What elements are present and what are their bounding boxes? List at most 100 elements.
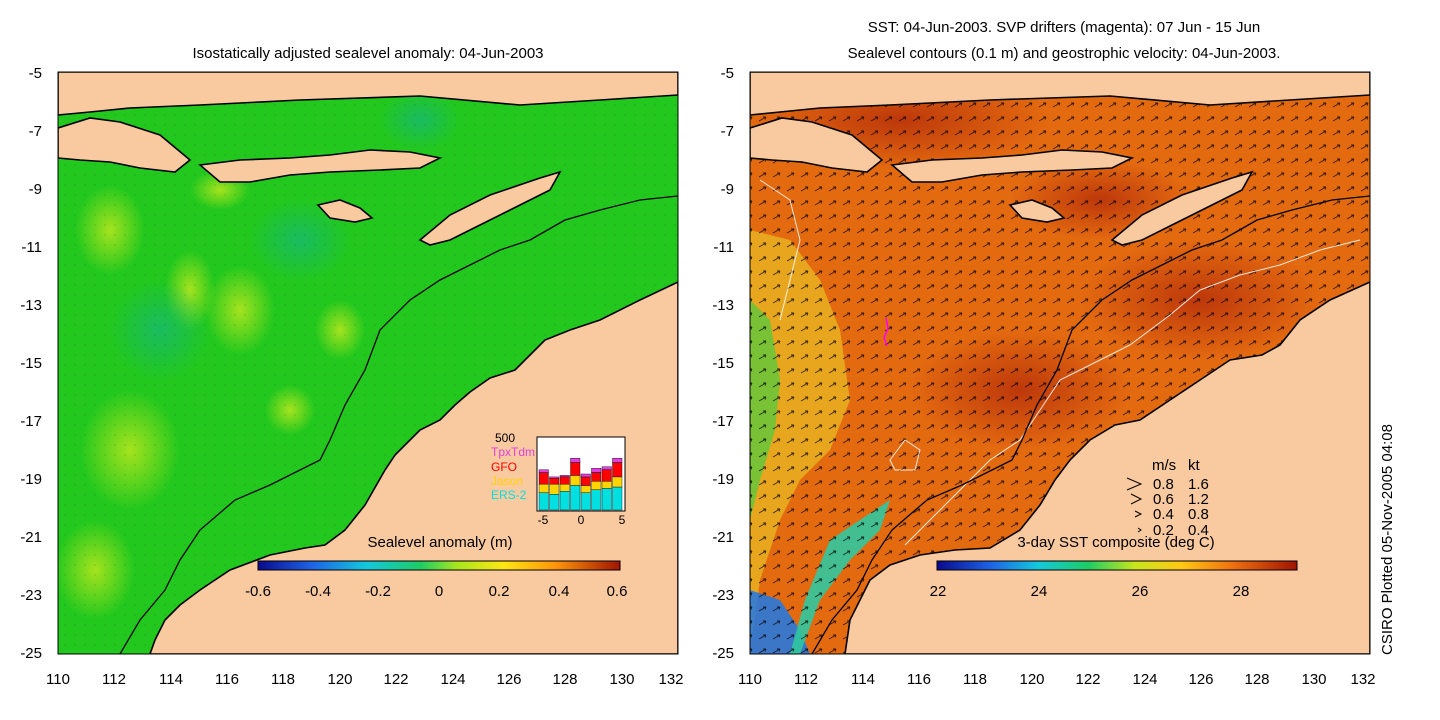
colorbar-tick: 26 [1132, 583, 1149, 600]
histogram-bar-tpx [612, 458, 623, 463]
histogram-bar-ers2 [591, 489, 602, 511]
sla-colorbar: Sealevel anomaly (m) -0.6 -0.4 -0.2 0 0.… [245, 534, 627, 600]
histogram-bar-ers2 [570, 485, 581, 511]
histogram-bar-ers2 [601, 488, 612, 511]
histogram-bar-jason [580, 485, 591, 493]
x-tick-label: 112 [794, 671, 818, 688]
x-tick-label: 116 [215, 671, 239, 688]
shelf-contour [811, 195, 1370, 654]
sst-colorbar-bar [936, 560, 1298, 571]
x-tick-label: 124 [440, 671, 465, 688]
velocity-legend-ms: 0.6 [1153, 491, 1174, 508]
northern-land [750, 72, 1370, 116]
y-tick-label: -7 [29, 123, 42, 140]
y-tick-label: -15 [20, 355, 42, 372]
velocity-legend-kt: 1.2 [1188, 491, 1209, 508]
velocity-legend-ms: 0.2 [1153, 522, 1174, 539]
y-tick-label: -21 [712, 529, 734, 546]
timor-island [1110, 170, 1254, 246]
left-y-axis: -5 -7 -9 -11 -13 -15 -17 -19 -21 -23 -25 [20, 65, 42, 662]
x-tick-label: 128 [1244, 671, 1269, 688]
x-tick-label: 132 [658, 671, 683, 688]
y-tick-label: -19 [712, 471, 734, 488]
x-tick-label: 118 [963, 671, 987, 688]
histogram-x-tick: -5 [538, 513, 549, 527]
y-tick-label: -9 [721, 181, 734, 198]
histogram-bar-ers2 [549, 494, 560, 511]
histogram-bar-gfo [580, 476, 591, 486]
y-tick-label: -17 [712, 413, 734, 430]
y-tick-label: -5 [29, 65, 42, 82]
lombok-sumbawa-island [750, 117, 884, 173]
svp-drifter-track [883, 317, 889, 347]
y-tick-label: -25 [712, 645, 734, 662]
colorbar-tick: 0.4 [549, 583, 570, 600]
histogram-bars [538, 458, 623, 511]
velocity-arrow-icon [1134, 510, 1143, 518]
right-y-axis: -5 -7 -9 -11 -13 -15 -17 -19 -21 -23 -25 [712, 65, 734, 662]
histogram-bar-tpx [559, 475, 570, 477]
y-tick-label: -11 [713, 239, 734, 256]
histogram-bar-tpx [580, 473, 591, 478]
x-tick-label: 116 [907, 671, 931, 688]
right-map [750, 72, 1370, 654]
right-panel: SST: 04-Jun-2003. SVP drifters (magenta)… [712, 19, 1375, 688]
flores-island [890, 149, 1135, 183]
y-tick-label: -17 [20, 413, 42, 430]
velocity-legend-header-kt: kt [1188, 457, 1201, 474]
x-tick-label: 128 [552, 671, 577, 688]
histogram-bar-jason [538, 483, 549, 493]
histogram-bar-tpx [601, 466, 612, 470]
histogram-x-tick: 5 [619, 513, 626, 527]
velocity-legend-kt: 1.6 [1188, 476, 1209, 493]
histogram-bar-gfo [612, 462, 623, 478]
sealevel-contour [759, 179, 801, 321]
x-tick-label: 122 [1075, 671, 1100, 688]
y-tick-label: -7 [721, 123, 734, 140]
velocity-legend-ms: 0.4 [1153, 506, 1174, 523]
histogram-bar-tpx [549, 476, 560, 479]
colorbar-tick: -0.4 [305, 583, 331, 600]
sst-colorbar: 3-day SST composite (deg C) 22 24 26 28 [930, 534, 1298, 600]
velocity-legend-ms: 0.8 [1153, 476, 1174, 493]
x-tick-label: 122 [383, 671, 408, 688]
x-tick-label: 112 [102, 671, 126, 688]
y-tick-label: -13 [712, 297, 734, 314]
histogram-legend-jason: Jason [491, 474, 523, 488]
histogram-bar-ers2 [612, 486, 623, 511]
plot-credit: CSIRO Plotted 05-Nov-2005 04:08 [1379, 424, 1396, 655]
right-x-axis: 110 112 114 116 118 120 122 124 126 128 … [738, 671, 1375, 688]
left-map [58, 72, 678, 654]
shelf-contour [119, 195, 678, 654]
x-tick-label: 130 [609, 671, 634, 688]
histogram-bar-jason [549, 483, 560, 495]
x-tick-label: 132 [1350, 671, 1375, 688]
x-tick-label: 110 [738, 671, 762, 688]
histogram-x-tick: 0 [578, 513, 585, 527]
histogram-max-label: 500 [495, 431, 515, 445]
altimeter-histogram: 500 TpxTdm GFO Jason ERS-2 -5 0 5 [491, 431, 626, 527]
left-map-frame [57, 71, 679, 655]
velocity-arrow-icon [1126, 477, 1143, 491]
histogram-bar-ers2 [538, 492, 549, 511]
y-tick-label: -21 [20, 529, 42, 546]
x-tick-label: 120 [327, 671, 352, 688]
colorbar-tick: 0.2 [489, 583, 510, 600]
lombok-sumbawa-island [58, 117, 192, 173]
x-tick-label: 110 [46, 671, 70, 688]
y-tick-label: -15 [712, 355, 734, 372]
right-map-frame [749, 71, 1371, 655]
colorbar-tick: -0.2 [365, 583, 391, 600]
y-tick-label: -13 [20, 297, 42, 314]
sealevel-contour [889, 439, 921, 471]
sealevel-contour [904, 239, 1361, 546]
histogram-bar-jason [559, 483, 570, 492]
x-tick-label: 126 [496, 671, 521, 688]
colorbar-tick: 22 [930, 583, 947, 600]
colorbar-tick: 0 [435, 583, 443, 600]
histogram-bar-tpx [591, 468, 602, 473]
x-tick-label: 120 [1019, 671, 1044, 688]
x-tick-label: 114 [851, 671, 875, 688]
velocity-arrow-icon [1137, 527, 1142, 533]
